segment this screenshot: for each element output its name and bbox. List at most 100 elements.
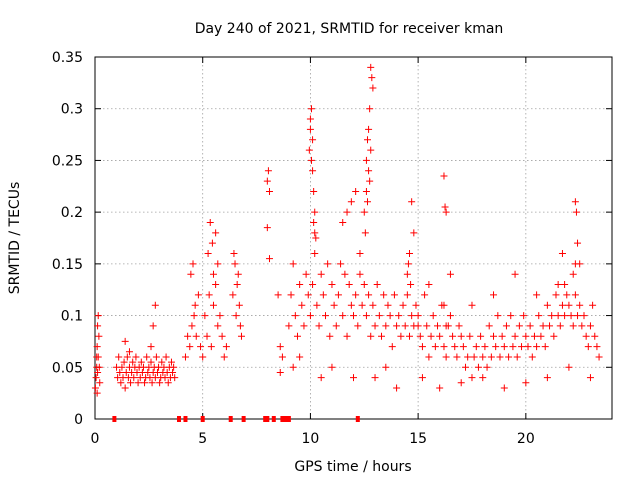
data-point xyxy=(472,343,480,351)
zero-marker xyxy=(177,416,182,422)
data-point xyxy=(186,343,194,351)
data-point xyxy=(203,332,211,340)
data-point xyxy=(403,291,411,299)
data-point xyxy=(304,291,312,299)
data-point xyxy=(442,322,450,330)
data-point xyxy=(306,125,314,133)
data-point xyxy=(274,291,282,299)
data-point xyxy=(132,353,140,361)
data-point xyxy=(94,312,102,320)
data-point xyxy=(187,270,195,278)
data-point xyxy=(324,260,332,268)
data-point xyxy=(188,322,196,330)
data-point xyxy=(94,322,102,330)
data-point xyxy=(451,343,459,351)
data-point xyxy=(554,312,562,320)
data-point xyxy=(520,312,528,320)
data-point xyxy=(230,250,238,258)
data-point xyxy=(571,291,579,299)
data-point xyxy=(384,301,392,309)
zero-marker xyxy=(265,416,270,422)
data-point xyxy=(263,224,271,232)
data-point xyxy=(341,270,349,278)
data-point xyxy=(125,348,133,356)
data-point xyxy=(96,379,104,387)
data-point xyxy=(550,332,558,340)
data-point xyxy=(393,322,401,330)
data-point xyxy=(184,332,192,340)
data-point xyxy=(462,363,470,371)
zero-marker xyxy=(286,416,291,422)
data-point xyxy=(306,312,314,320)
data-point xyxy=(366,177,374,185)
data-point xyxy=(582,332,590,340)
data-point xyxy=(578,322,586,330)
data-point xyxy=(367,146,375,154)
data-point xyxy=(305,146,313,154)
data-point xyxy=(121,384,129,392)
data-point xyxy=(442,208,450,216)
data-point xyxy=(319,291,327,299)
data-point xyxy=(345,281,353,289)
data-point xyxy=(576,301,584,309)
data-point xyxy=(291,312,299,320)
data-point xyxy=(427,332,435,340)
data-point xyxy=(149,322,157,330)
chart-title: Day 240 of 2021, SRMTID for receiver kma… xyxy=(195,21,504,37)
data-point xyxy=(350,312,357,320)
data-point xyxy=(446,312,454,320)
data-point xyxy=(571,198,579,206)
data-point xyxy=(92,374,100,382)
data-point xyxy=(455,322,463,330)
data-point xyxy=(337,260,345,268)
data-point xyxy=(407,281,415,289)
data-point xyxy=(366,105,374,113)
data-point xyxy=(580,312,588,320)
data-point xyxy=(567,312,575,320)
data-point xyxy=(137,358,145,366)
data-point xyxy=(556,322,564,330)
data-point xyxy=(265,187,273,195)
data-point xyxy=(313,301,321,309)
data-point xyxy=(231,260,239,268)
zero-marker xyxy=(355,416,360,422)
data-point xyxy=(586,322,594,330)
data-point xyxy=(130,374,138,382)
data-point xyxy=(209,301,217,309)
data-point xyxy=(91,384,99,392)
data-point xyxy=(235,301,243,309)
data-point xyxy=(209,270,217,278)
data-point xyxy=(93,389,101,397)
data-point xyxy=(453,353,461,361)
data-point xyxy=(468,301,476,309)
data-point xyxy=(449,332,457,340)
data-point xyxy=(212,229,220,237)
data-point xyxy=(572,208,580,216)
data-point xyxy=(406,332,414,340)
data-point xyxy=(167,358,175,366)
data-point xyxy=(414,312,422,320)
data-point xyxy=(558,250,566,258)
data-point xyxy=(352,291,360,299)
data-point xyxy=(289,363,297,371)
zero-marker xyxy=(200,416,205,422)
data-point xyxy=(141,379,149,387)
data-point xyxy=(595,353,603,361)
data-point xyxy=(505,353,513,361)
data-point xyxy=(147,343,155,351)
data-point xyxy=(334,291,342,299)
zero-marker xyxy=(183,416,188,422)
y-tick-label: 0.25 xyxy=(52,153,83,169)
data-point xyxy=(371,374,379,382)
data-point xyxy=(236,322,244,330)
data-point xyxy=(539,322,547,330)
data-point xyxy=(563,291,571,299)
data-point xyxy=(222,343,230,351)
data-point xyxy=(386,312,394,320)
y-axis-ticks: 0 0.05 0.1 0.15 0.2 0.25 0.3 0.35 xyxy=(52,50,612,428)
data-point xyxy=(418,374,426,382)
data-point xyxy=(515,322,523,330)
data-point xyxy=(321,312,329,320)
data-point xyxy=(300,322,308,330)
data-point xyxy=(94,368,102,376)
